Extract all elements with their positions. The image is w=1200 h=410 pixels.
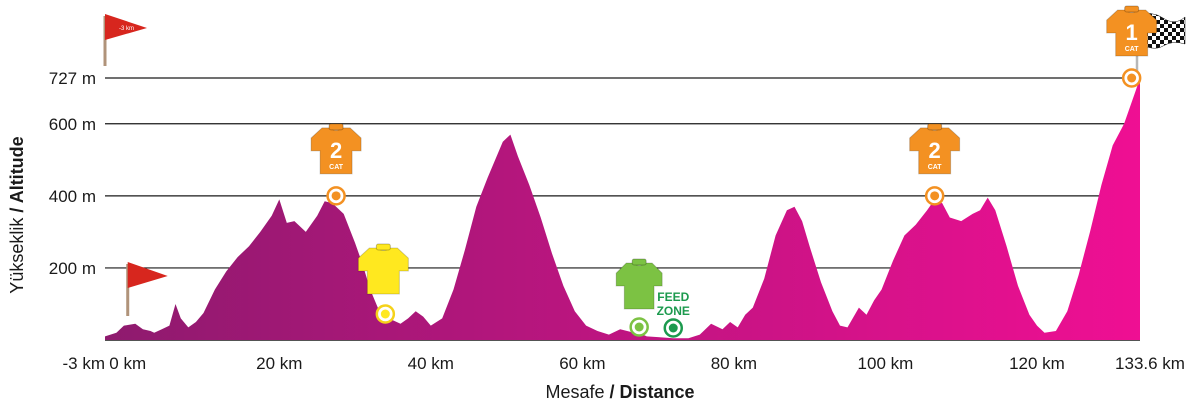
orange-jersey-icon (1106, 5, 1158, 57)
feed-zone-label-line2: ZONE (657, 304, 690, 318)
y-tick-label: 727 m (49, 69, 96, 88)
x-axis-label-en: / Distance (610, 382, 695, 402)
yellow-jersey-icon (357, 243, 409, 295)
y-axis-label: Yükseklik / Altitude (7, 136, 27, 293)
kom-category-number: 1 (1126, 20, 1138, 45)
neutral-flag-icon: -3 km (103, 14, 147, 66)
x-tick-label: 20 km (256, 354, 302, 373)
flags: -3 km (103, 13, 1186, 316)
y-tick-label: 200 m (49, 259, 96, 278)
orange-jersey-icon (310, 123, 362, 175)
x-tick-label: 40 km (408, 354, 454, 373)
x-tick-label: 0 km (109, 354, 146, 373)
y-tick-label: 600 m (49, 115, 96, 134)
y-axis-ticks: 200 m 400 m 600 m 727 m (49, 69, 96, 278)
kom-category-number: 2 (929, 138, 941, 163)
x-axis-label-tr: Mesafe (545, 382, 604, 402)
orange-jersey-icon (909, 123, 961, 175)
x-axis-label: Mesafe / Distance (545, 382, 694, 402)
feed-zone-label-line1: FEED (657, 290, 689, 304)
x-tick-label: 60 km (559, 354, 605, 373)
neutral-flag-label: -3 km (119, 26, 134, 32)
sprint-marker (357, 243, 409, 324)
start-flag-icon (126, 262, 168, 316)
y-axis-label-tr: Yükseklik (7, 217, 27, 294)
green-jersey-icon (615, 258, 663, 310)
y-tick-label: 400 m (49, 187, 96, 206)
x-tick-label: 120 km (1009, 354, 1065, 373)
kom-category-label: CAT (329, 164, 344, 171)
kom-category-label: CAT (1125, 46, 1140, 53)
kom-category-number: 2 (330, 138, 342, 163)
points-sprint-marker (615, 258, 663, 337)
kom-category-label: CAT (928, 164, 943, 171)
x-axis-ticks: -3 km 0 km 20 km 40 km 60 km 80 km 100 km 120 k… (63, 354, 1185, 373)
x-tick-label: 133.6 km (1115, 354, 1185, 373)
y-axis-label-en: / Altitude (7, 136, 27, 212)
x-tick-label: 100 km (858, 354, 914, 373)
x-tick-label: -3 km (63, 354, 106, 373)
elevation-profile-area (105, 78, 1140, 340)
x-tick-label: 80 km (711, 354, 757, 373)
